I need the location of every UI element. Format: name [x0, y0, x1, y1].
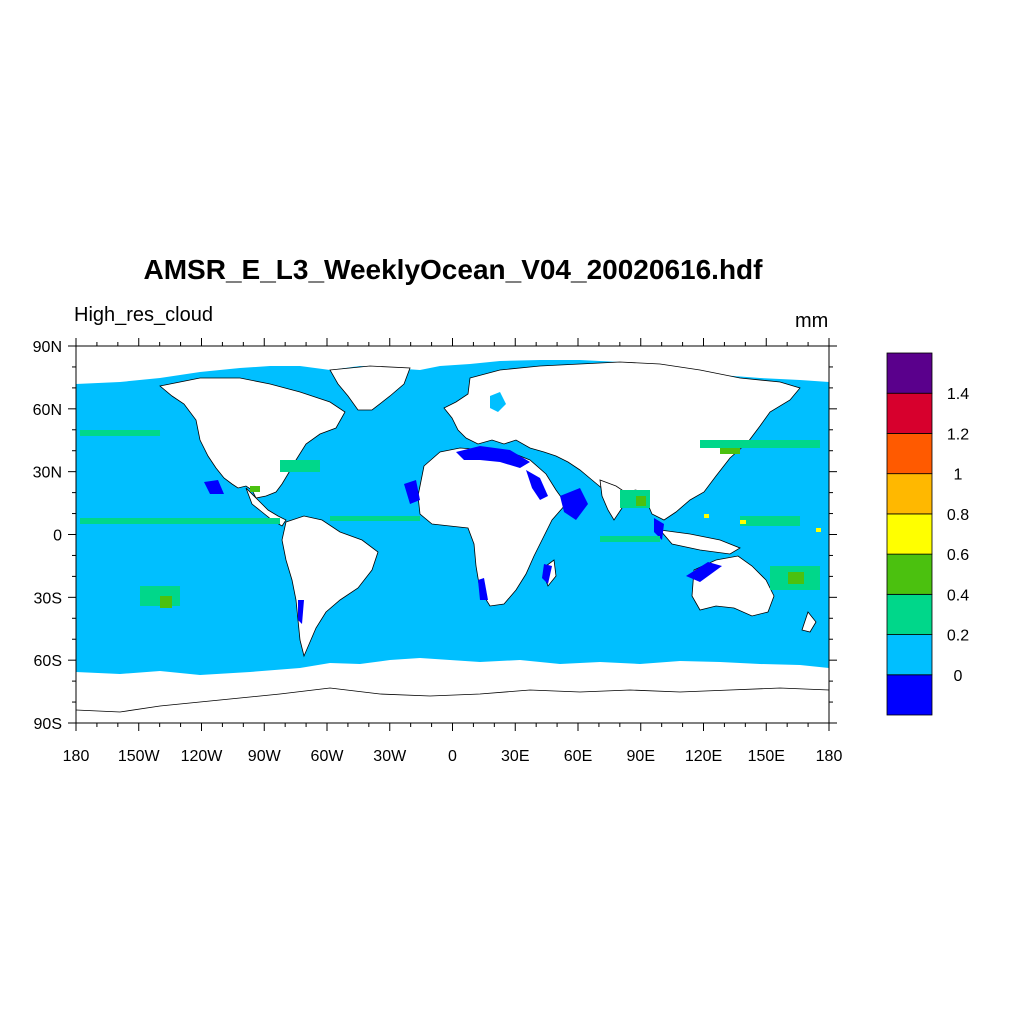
variable-label: High_res_cloud [74, 304, 213, 326]
colorbar-label: 0 [954, 668, 963, 685]
colorbar-swatch [886, 513, 933, 555]
y-tick-label: 0 [53, 528, 62, 545]
indonesia-land [659, 529, 741, 555]
colorbar-swatch [886, 593, 933, 635]
greenland-land [329, 365, 411, 411]
colorbar-swatch [886, 392, 933, 434]
colorbar-swatch [886, 352, 933, 394]
x-tick-label: 90E [627, 748, 655, 765]
colorbar-swatch [886, 634, 933, 676]
colorbar-label: 0.6 [947, 547, 969, 564]
peak-value-patches [704, 514, 821, 532]
x-tick-label: 90W [248, 748, 282, 765]
y-tick-label: 90N [33, 339, 62, 356]
x-tick-label: 120E [685, 748, 722, 765]
y-tick-label: 60S [34, 653, 62, 670]
y-tick-label: 60N [33, 402, 62, 419]
colorbar-swatch [886, 433, 933, 475]
colorbar-swatch [886, 473, 933, 515]
south-america-land [281, 515, 379, 658]
colorbar-label: 0.2 [947, 628, 969, 645]
x-axis: 180 150W 120W 90W 60W 30W 0 30E 60E 90E 120E 150E 18… [63, 338, 843, 765]
colorbar-label: 0.8 [947, 507, 969, 524]
colorbar-label: 1.2 [947, 426, 969, 443]
low-value-patches [204, 446, 722, 624]
colorbar-label: 1.4 [947, 386, 969, 403]
y-tick-label: 30S [34, 590, 62, 607]
x-tick-label: 120W [181, 748, 224, 765]
baltic-sea [490, 392, 506, 412]
units-label: mm [795, 310, 829, 332]
antarctica-region [76, 658, 829, 723]
colorbar-swatch [886, 553, 933, 595]
x-tick-label: 60E [564, 748, 592, 765]
x-tick-label: 30W [373, 748, 407, 765]
x-tick-label: 150W [118, 748, 161, 765]
x-tick-label: 60W [311, 748, 345, 765]
x-tick-label: 150E [748, 748, 785, 765]
arctic-region [76, 346, 829, 384]
x-tick-label: 180 [816, 748, 843, 765]
colorbar-label: 1 [954, 467, 963, 484]
x-tick-label: 0 [448, 748, 457, 765]
y-tick-label: 90S [34, 716, 62, 733]
y-tick-label: 30N [33, 465, 62, 482]
plot-title: AMSR_E_L3_WeeklyOcean_V04_20020616.hdf [143, 254, 763, 285]
central-america-land [245, 487, 287, 527]
north-america-land [159, 377, 346, 499]
x-tick-label: 180 [63, 748, 90, 765]
antarctica-coast [76, 687, 829, 713]
colorbar-swatch [886, 674, 933, 716]
x-tick-label: 30E [501, 748, 529, 765]
colorbar: 0 0.2 0.4 0.6 0.8 1 1.2 1.4 [886, 352, 969, 716]
y-axis: 90N 60N 30N 0 30S 60S 90S [33, 339, 837, 733]
higher-value-patches [160, 448, 804, 608]
new-zealand-land [801, 611, 817, 633]
colorbar-label: 0.4 [947, 587, 969, 604]
